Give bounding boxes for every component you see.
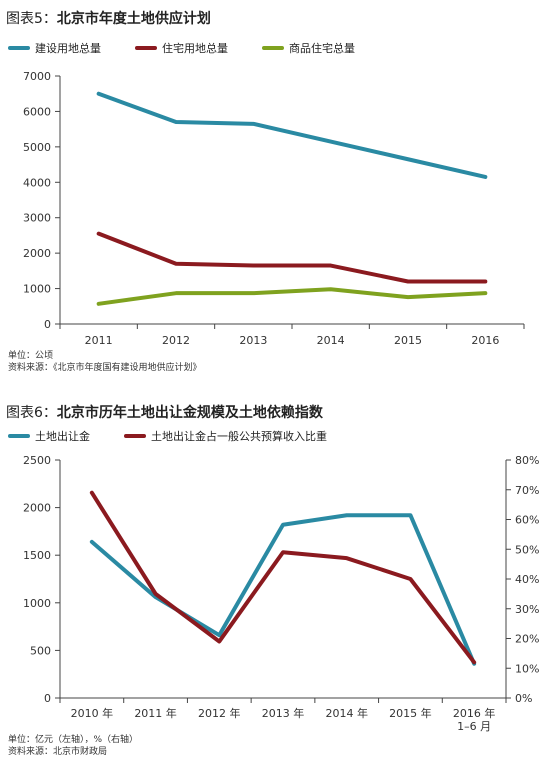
chart6-right-tick-label: 0% — [515, 692, 532, 705]
chart5-legend-label-2: 商品住宅总量 — [289, 42, 355, 55]
chart6-x-tick-label: 2011 年 — [134, 706, 177, 720]
chart6-right-tick-label: 50% — [515, 543, 539, 556]
chart5-y-tick-label: 2000 — [23, 247, 51, 260]
chart5-legend-label-1: 住宅用地总量 — [162, 42, 228, 55]
chart6-legend-item-0: 土地出让金 — [8, 428, 90, 444]
chart6-x-tick-label: 2014 年 — [325, 706, 368, 720]
chart6-title-main: 北京市历年土地出让金规模及土地依赖指数 — [56, 405, 323, 421]
chart6-right-tick-label: 40% — [515, 573, 539, 586]
chart5-legend-label-0: 建设用地总量 — [35, 42, 101, 55]
chart6-title-prefix: 图表6： — [6, 405, 57, 421]
chart5-title-main: 北京市年度土地供应计划 — [56, 11, 211, 27]
chart6-x-tick-label: 2016 年 — [453, 706, 496, 720]
chart5-x-tick-label: 2015 — [394, 334, 422, 347]
chart6-left-tick-label: 1500 — [23, 549, 51, 562]
chart5-x-tick-label: 2014 — [317, 334, 345, 347]
chart6-right-tick-label: 70% — [515, 484, 539, 497]
chart5-legend: 建设用地总量 住宅用地总量 商品住宅总量 — [8, 40, 389, 56]
chart6-legend-label-1: 土地出让金占一般公共预算收入比重 — [151, 430, 327, 443]
chart6-source-note: 资料来源：北京市财政局 — [8, 747, 108, 757]
chart6-legend-swatch-0 — [8, 434, 30, 438]
chart5-x-tick-label: 2013 — [239, 334, 267, 347]
chart6-x-tick-label: 1–6 月 — [457, 720, 491, 733]
chart5-legend-swatch-1 — [135, 46, 157, 50]
chart5-x-tick-label: 2011 — [85, 334, 113, 347]
chart6-left-tick-label: 0 — [44, 692, 51, 705]
chart6-unit-note: 单位：亿元（左轴），%（右轴） — [8, 735, 139, 745]
chart6-x-tick-label: 2010 年 — [71, 706, 114, 720]
chart6-series-line-1 — [89, 490, 477, 665]
chart5-unit-note: 单位：公顷 — [8, 351, 54, 361]
chart6-notes: 单位：亿元（左轴），%（右轴） 资料来源：北京市财政局 — [8, 734, 138, 758]
chart6-plot: 0 500 1000 1500 2000 2500 0% 10% 20% 30% 40% 50% 60%… — [23, 454, 539, 733]
chart6-x-tick-label: 2013 年 — [262, 706, 305, 720]
chart6-x-tick-label: 2012 年 — [198, 706, 241, 720]
chart6-right-tick-label: 80% — [515, 454, 539, 467]
chart5-series-line-0 — [96, 91, 488, 179]
chart5-title-prefix: 图表5： — [6, 11, 57, 27]
chart5-plot: 0 1000 2000 3000 4000 5000 6000 7000 2011 2012 201… — [23, 70, 525, 347]
chart5-y-tick-label: 4000 — [23, 176, 51, 189]
chart6-left-tick-label: 2000 — [23, 502, 51, 515]
chart5-legend-item-2: 商品住宅总量 — [262, 40, 355, 56]
chart5-y-tick-label: 5000 — [23, 141, 51, 154]
chart6-x-tick-label: 2015 年 — [389, 706, 432, 720]
chart6-left-tick-label: 2500 — [23, 454, 51, 467]
chart6-left-tick-label: 1000 — [23, 597, 51, 610]
chart6-right-tick-label: 20% — [515, 633, 539, 646]
chart6-left-tick-label: 500 — [30, 644, 51, 657]
chart5-y-tick-label: 3000 — [23, 212, 51, 225]
chart5-source-note: 资料来源：《北京市年度国有建设用地供应计划》 — [8, 363, 202, 373]
chart5-legend-swatch-2 — [262, 46, 284, 50]
chart5-x-tick-label: 2016 — [471, 334, 499, 347]
chart5-legend-item-1: 住宅用地总量 — [135, 40, 228, 56]
chart5-y-tick-label: 0 — [44, 318, 51, 331]
chart5-series-line-1 — [96, 231, 488, 284]
chart6-legend: 土地出让金 土地出让金占一般公共预算收入比重 — [8, 428, 361, 444]
chart5-series-line-2 — [96, 287, 488, 306]
chart6-legend-item-1: 土地出让金占一般公共预算收入比重 — [124, 428, 327, 444]
chart6-series-line-0 — [89, 513, 477, 666]
chart6-legend-label-0: 土地出让金 — [35, 430, 90, 443]
chart6-right-tick-label: 30% — [515, 603, 539, 616]
chart5-x-tick-label: 2012 — [162, 334, 190, 347]
chart5-y-tick-label: 6000 — [23, 105, 51, 118]
chart6-right-tick-label: 10% — [515, 662, 539, 675]
chart5-notes: 单位：公顷 资料来源：《北京市年度国有建设用地供应计划》 — [8, 350, 202, 374]
chart5-legend-swatch-0 — [8, 46, 30, 50]
chart5-y-tick-label: 7000 — [23, 70, 51, 83]
chart6-right-tick-label: 60% — [515, 514, 539, 527]
chart6-legend-swatch-1 — [124, 434, 146, 438]
chart5-y-tick-label: 1000 — [23, 283, 51, 296]
chart5-title: 图表5：北京市年度土地供应计划 — [6, 8, 211, 28]
chart5-legend-item-0: 建设用地总量 — [8, 40, 101, 56]
chart6-title: 图表6：北京市历年土地出让金规模及土地依赖指数 — [6, 402, 323, 422]
